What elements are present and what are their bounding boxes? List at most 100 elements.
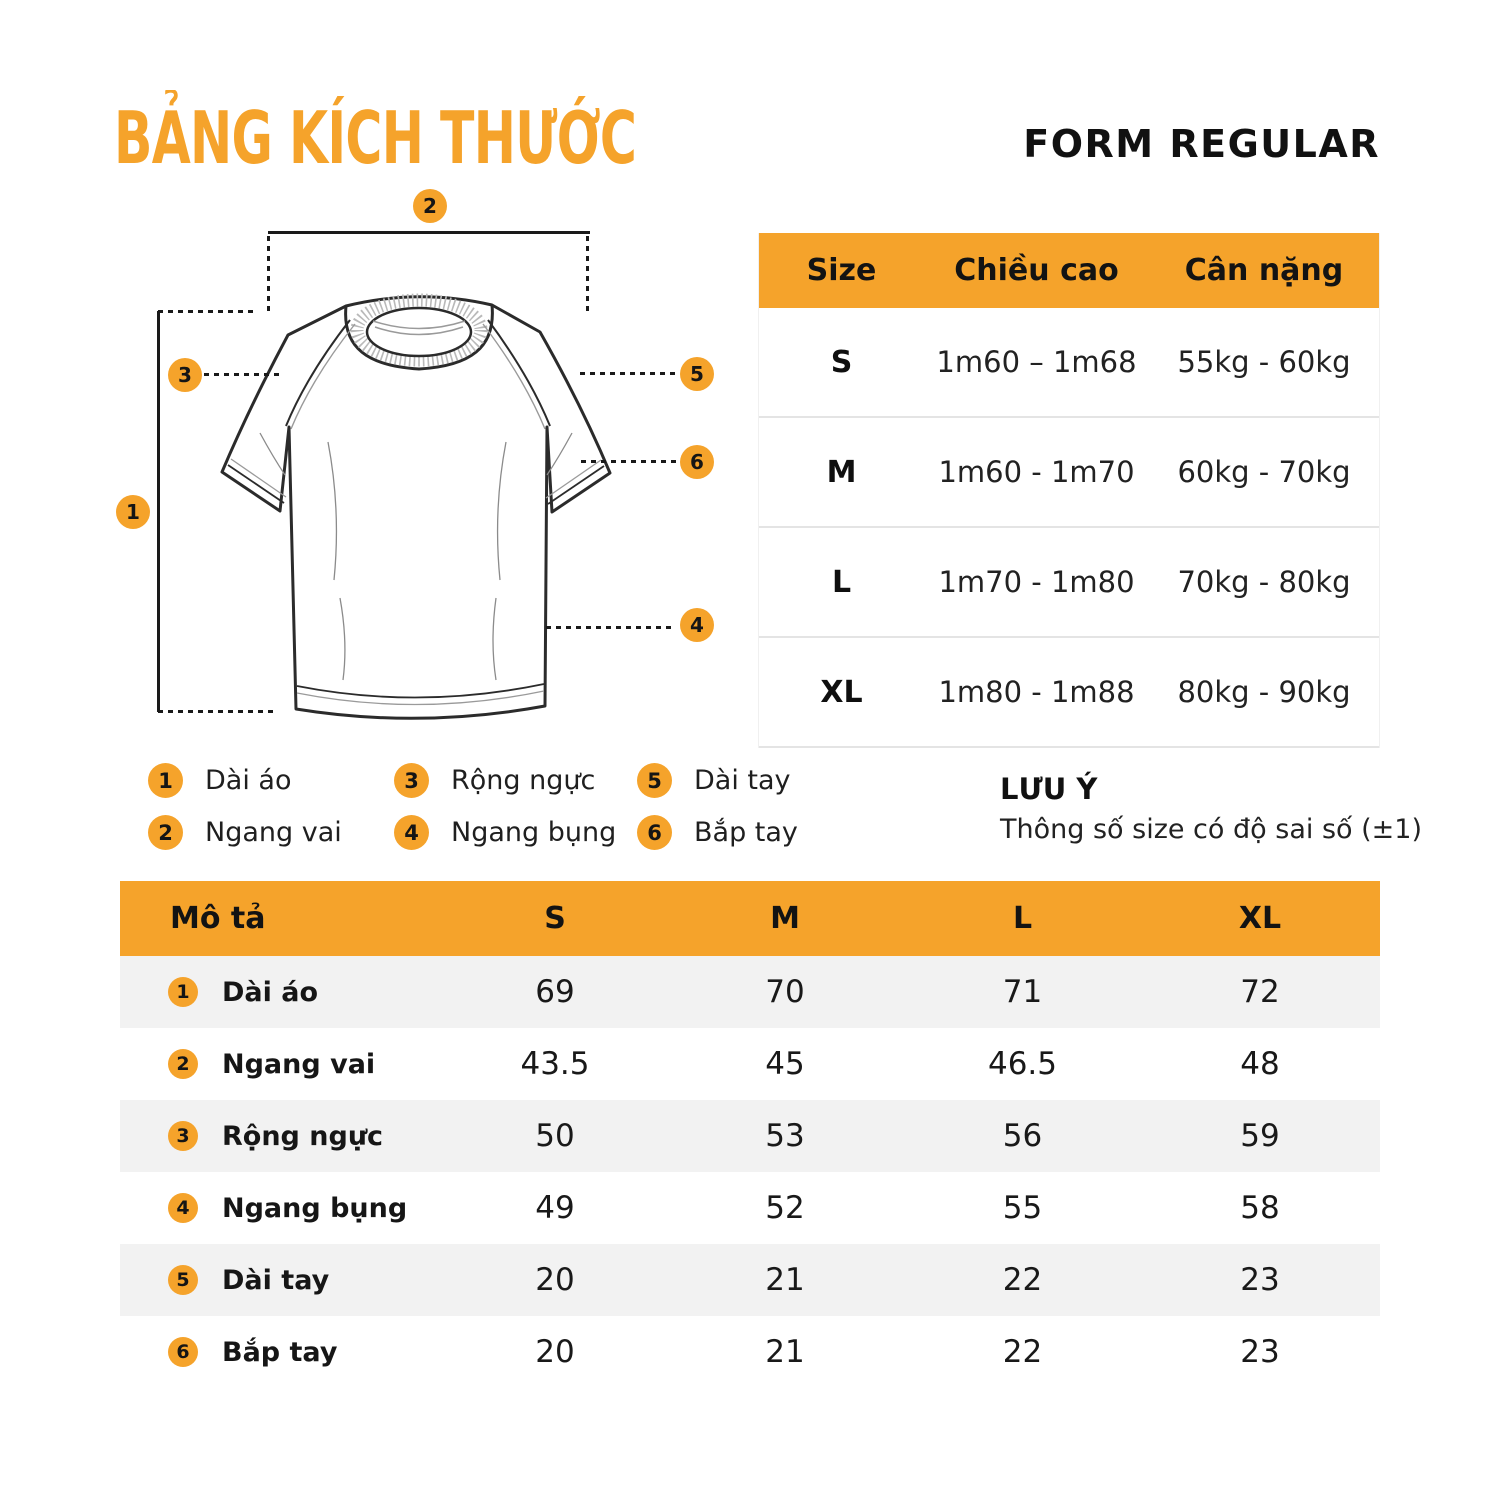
height-cell: 1m80 - 1m88	[938, 675, 1135, 709]
size-table-row-xl: XL 1m80 - 1m88 80kg - 90kg	[759, 638, 1379, 748]
value-m: 53	[765, 1118, 805, 1154]
legend-label: Dài tay	[694, 765, 791, 796]
measure-row-label: Dài tay	[222, 1264, 330, 1296]
value-xl: 48	[1240, 1046, 1280, 1082]
measurement-table-header: Mô tả S M L XL	[120, 881, 1380, 956]
measure-row-label: Rộng ngực	[222, 1120, 384, 1152]
measure-row-ngang-bung: 4 Ngang bụng 49 52 55 58	[120, 1172, 1380, 1244]
value-l: 46.5	[987, 1046, 1058, 1082]
value-m: 21	[765, 1334, 805, 1370]
diagram-badge-3: 3	[168, 358, 202, 392]
legend-badge-4: 4	[394, 815, 429, 850]
value-s: 20	[535, 1262, 575, 1298]
value-xl: 23	[1240, 1262, 1280, 1298]
length-tick-bottom	[158, 710, 273, 713]
value-xl: 59	[1240, 1118, 1280, 1154]
size-table-row-m: M 1m60 - 1m70 60kg - 70kg	[759, 418, 1379, 528]
measure-row-label-cell: 6 Bắp tay	[120, 1337, 445, 1368]
legend-item-ngang-bung: 4 Ngang bụng	[394, 815, 616, 850]
tshirt-measurement-diagram: 1 2 3 4 5 6	[100, 180, 740, 760]
row-badge-6-number: 6	[176, 1341, 190, 1363]
height-cell: 1m60 – 1m68	[936, 345, 1137, 379]
value-m: 70	[765, 974, 805, 1010]
value-s: 50	[535, 1118, 575, 1154]
weight-cell: 60kg - 70kg	[1177, 455, 1351, 489]
row-badge-6: 6	[168, 1337, 198, 1367]
measure-row-label-cell: 4 Ngang bụng	[120, 1193, 445, 1224]
measure-row-label: Bắp tay	[222, 1336, 338, 1368]
measure-row-label-cell: 3 Rộng ngực	[120, 1121, 445, 1152]
note-title: LƯU Ý	[1000, 772, 1098, 806]
measure-row-dai-tay: 5 Dài tay 20 21 22 23	[120, 1244, 1380, 1316]
legend-badge-3: 3	[394, 763, 429, 798]
measure-row-label: Ngang vai	[222, 1048, 376, 1080]
value-l: 22	[1002, 1334, 1043, 1370]
length-tick-top	[158, 310, 253, 313]
row-badge-1: 1	[168, 977, 198, 1007]
legend-label: Bắp tay	[694, 817, 798, 848]
row-badge-3-number: 3	[176, 1125, 190, 1147]
shoulder-bracket-line	[268, 231, 590, 234]
diagram-badge-2-number: 2	[423, 194, 437, 218]
sleeve-pointer-line	[580, 372, 676, 375]
measure-row-rong-nguc: 3 Rộng ngực 50 53 56 59	[120, 1100, 1380, 1172]
measure-header-s: S	[544, 901, 566, 936]
size-table-header: Size Chiều cao Cân nặng	[759, 233, 1379, 308]
shoulder-bracket-drop-left	[267, 236, 270, 314]
value-xl: 58	[1240, 1190, 1280, 1226]
value-l: 71	[1002, 974, 1043, 1010]
value-xl: 23	[1240, 1334, 1280, 1370]
measure-header-l: L	[1012, 901, 1033, 936]
row-badge-4-number: 4	[176, 1197, 190, 1219]
note-text: Thông số size có độ sai số (±1)	[1000, 814, 1422, 845]
value-l: 56	[1002, 1118, 1043, 1154]
waist-pointer-line	[546, 626, 674, 629]
row-badge-4: 4	[168, 1193, 198, 1223]
diagram-badge-5-number: 5	[690, 362, 704, 386]
row-badge-2: 2	[168, 1049, 198, 1079]
measure-row-label: Ngang bụng	[222, 1192, 408, 1224]
legend-badge-6: 6	[637, 815, 672, 850]
tshirt-illustration	[220, 293, 612, 720]
row-badge-2-number: 2	[176, 1053, 190, 1075]
size-cell: S	[830, 344, 853, 380]
legend-badge-1: 1	[148, 763, 183, 798]
legend-badge-1-number: 1	[158, 768, 173, 793]
legend-label: Rộng ngực	[451, 765, 596, 796]
legend-item-rong-nguc: 3 Rộng ngực	[394, 763, 595, 798]
size-height-weight-table: Size Chiều cao Cân nặng S 1m60 – 1m68 55…	[758, 233, 1380, 748]
legend-badge-2: 2	[148, 815, 183, 850]
value-s: 49	[535, 1190, 575, 1226]
note-block: LƯU Ý Thông số size có độ sai số (±1)	[1000, 772, 1422, 845]
page-title: BẢNG KÍCH THƯỚC	[114, 96, 637, 180]
legend-item-dai-ao: 1 Dài áo	[148, 763, 291, 798]
size-table-row-s: S 1m60 – 1m68 55kg - 60kg	[759, 308, 1379, 418]
row-badge-5: 5	[168, 1265, 198, 1295]
diagram-badge-6-number: 6	[690, 450, 704, 474]
diagram-badge-3-number: 3	[178, 363, 192, 387]
size-table-header-size: Size	[806, 253, 877, 288]
measure-header-m: M	[770, 901, 800, 936]
legend-item-dai-tay: 5 Dài tay	[637, 763, 791, 798]
row-badge-3: 3	[168, 1121, 198, 1151]
diagram-badge-2: 2	[413, 189, 447, 223]
diagram-badge-1-number: 1	[126, 500, 140, 524]
value-s: 69	[535, 974, 575, 1010]
weight-cell: 55kg - 60kg	[1177, 345, 1351, 379]
row-badge-5-number: 5	[176, 1269, 190, 1291]
row-badge-1-number: 1	[176, 981, 190, 1003]
measure-header-description: Mô tả	[170, 901, 266, 936]
size-cell: XL	[820, 674, 863, 710]
bicep-pointer-line	[581, 460, 676, 463]
value-m: 52	[765, 1190, 805, 1226]
legend-badge-2-number: 2	[158, 820, 173, 845]
legend-item-bap-tay: 6 Bắp tay	[637, 815, 798, 850]
measure-row-bap-tay: 6 Bắp tay 20 21 22 23	[120, 1316, 1380, 1388]
legend-badge-3-number: 3	[404, 768, 419, 793]
value-l: 22	[1002, 1262, 1043, 1298]
measure-row-label: Dài áo	[222, 976, 319, 1008]
measure-row-label-cell: 2 Ngang vai	[120, 1049, 445, 1080]
measure-row-label-cell: 1 Dài áo	[120, 977, 445, 1008]
size-cell: L	[831, 564, 852, 600]
value-s: 43.5	[520, 1046, 590, 1082]
